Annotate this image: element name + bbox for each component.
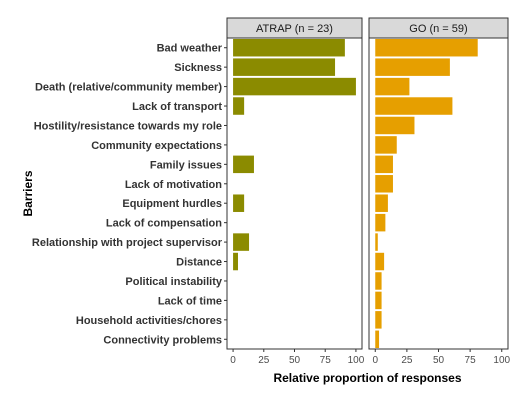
bar	[375, 58, 450, 76]
y-tick-label: Lack of transport	[132, 101, 222, 113]
y-tick-label: Equipment hurdles	[122, 198, 222, 210]
y-tick-label: Relationship with project supervisor	[32, 237, 223, 249]
bar	[375, 330, 380, 349]
x-tick-label: 75	[320, 355, 332, 366]
bar	[375, 233, 378, 251]
bar	[233, 77, 356, 96]
x-tick-label: 100	[348, 355, 365, 366]
bar	[375, 194, 388, 212]
y-axis-title: Barriers	[21, 170, 35, 216]
x-axis-title: Relative proportion of responses	[273, 371, 461, 385]
y-tick-label: Community expectations	[91, 140, 222, 152]
facet-strip-label: GO (n = 59)	[409, 23, 467, 35]
x-tick-label: 25	[258, 355, 270, 366]
bar	[233, 58, 336, 76]
bar	[233, 233, 250, 251]
x-tick-label: 25	[401, 355, 413, 366]
bar	[375, 97, 453, 115]
x-tick-label: 100	[493, 355, 510, 366]
bar	[233, 194, 245, 212]
y-tick-label: Distance	[176, 257, 222, 269]
y-tick-label: Lack of time	[158, 295, 222, 307]
bar	[233, 97, 245, 115]
x-tick-label: 50	[433, 355, 445, 366]
y-tick-label: Connectivity problems	[103, 334, 222, 346]
bar	[375, 213, 386, 232]
y-tick-label: Bad weather	[157, 43, 223, 55]
bar	[375, 155, 393, 174]
bar	[375, 77, 410, 96]
bar	[375, 38, 478, 57]
y-tick-label: Political instability	[125, 276, 222, 288]
y-tick-label: Family issues	[150, 159, 222, 171]
y-tick-label: Hostility/resistance towards my role	[34, 120, 222, 132]
x-tick-label: 0	[230, 355, 236, 366]
facet-strip-label: ATRAP (n = 23)	[256, 23, 333, 35]
y-tick-label: Lack of compensation	[106, 218, 222, 230]
bar	[233, 252, 238, 271]
bar	[233, 38, 345, 57]
x-tick-label: 0	[372, 355, 378, 366]
y-tick-label: Lack of motivation	[125, 179, 222, 191]
y-tick-label: Sickness	[174, 62, 222, 74]
bar	[375, 311, 382, 329]
x-tick-label: 50	[289, 355, 301, 366]
y-tick-label: Household activities/chores	[76, 315, 222, 327]
bar	[375, 175, 393, 193]
x-tick-label: 75	[465, 355, 477, 366]
y-tick-label: Death (relative/community member)	[35, 82, 222, 94]
bar	[233, 155, 254, 174]
bar	[375, 272, 382, 290]
bar	[375, 136, 397, 154]
bar	[375, 291, 382, 310]
bar	[375, 252, 385, 271]
bar	[375, 116, 415, 135]
